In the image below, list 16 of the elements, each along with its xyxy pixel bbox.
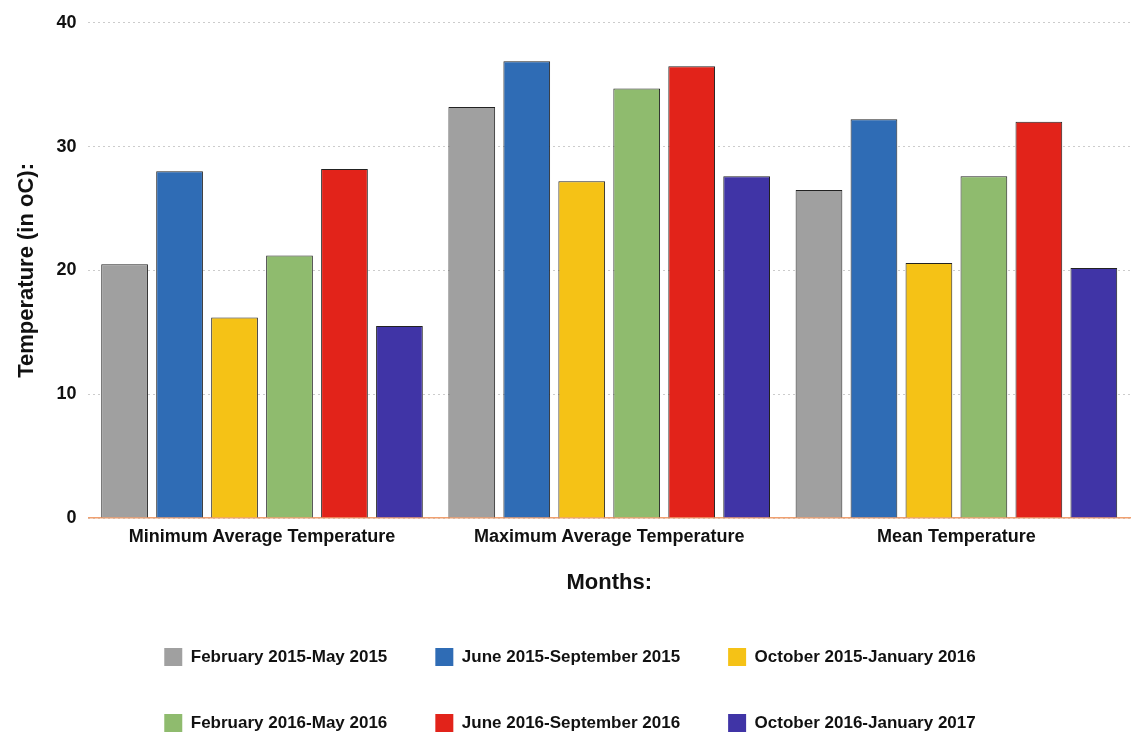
x-tick-label: Maximum Average Temperature <box>473 525 745 546</box>
y-axis-title: Temperature (in oC): <box>13 163 39 378</box>
x-tick-label: Mean Temperature <box>877 525 1036 546</box>
legend-label: June 2015-September 2015 <box>461 646 681 666</box>
legend-label: June 2016-September 2016 <box>461 712 681 732</box>
x-axis-title: Months: <box>566 568 652 594</box>
y-tick-label: 40 <box>56 11 77 32</box>
legend-label: October 2015-January 2016 <box>754 646 976 666</box>
y-tick-label: 30 <box>56 135 77 156</box>
x-tick-label: Minimum Average Temperature <box>128 525 396 546</box>
legend-label: February 2015-May 2015 <box>190 646 388 666</box>
legend-label: October 2016-January 2017 <box>754 712 976 732</box>
legend-label: February 2016-May 2016 <box>190 712 388 732</box>
y-tick-label: 20 <box>56 259 77 280</box>
y-tick-label: 0 <box>66 506 77 527</box>
y-tick-label: 10 <box>56 383 77 404</box>
